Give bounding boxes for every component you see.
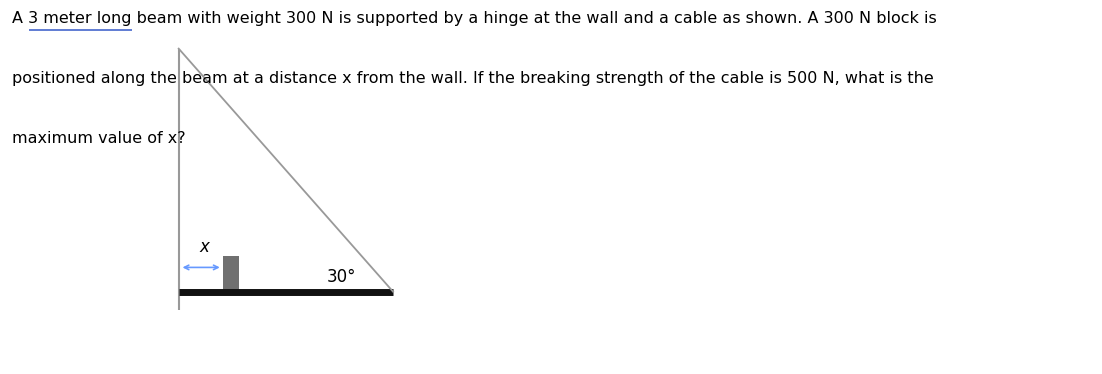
Text: A 3 meter long beam with weight 300 N is supported by a hinge at the wall and a : A 3 meter long beam with weight 300 N is… [12, 11, 937, 26]
Text: positioned along the beam at a distance x from the wall. If the breaking strengt: positioned along the beam at a distance … [12, 71, 934, 86]
Text: x: x [199, 238, 209, 256]
Text: maximum value of x?: maximum value of x? [12, 131, 186, 146]
Text: 30°: 30° [326, 268, 356, 286]
Bar [223, 256, 239, 292]
